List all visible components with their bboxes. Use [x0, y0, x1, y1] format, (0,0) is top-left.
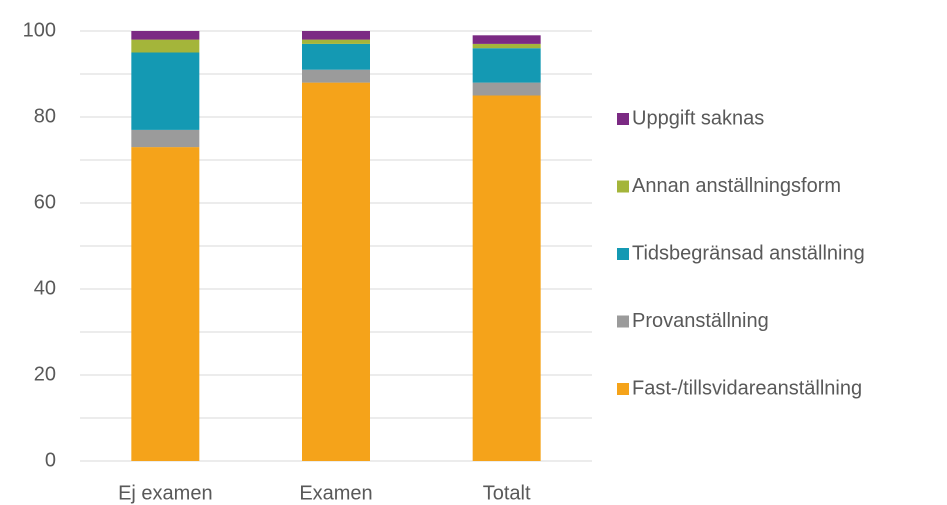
y-tick-label: 20 — [34, 363, 56, 385]
bar-segment — [302, 31, 370, 40]
legend-swatch — [617, 383, 629, 395]
bar-segment — [472, 43, 541, 49]
legend-label: Tidsbegränsad anställning — [632, 242, 865, 264]
y-tick-label: 0 — [45, 449, 56, 471]
legend-label: Annan anställningsform — [632, 175, 841, 197]
x-tick-label: Totalt — [483, 482, 531, 504]
y-tick-label: 80 — [34, 105, 56, 127]
bar-segment — [302, 43, 370, 70]
bar-segment — [131, 147, 200, 461]
legend-swatch — [617, 180, 629, 193]
x-tick-label: Examen — [299, 482, 372, 504]
bar-segment — [131, 31, 200, 40]
bar-segment — [302, 82, 370, 461]
y-tick-label: 60 — [34, 191, 56, 213]
bar-segment — [472, 35, 541, 44]
legend-swatch — [617, 113, 629, 125]
y-tick-label: 40 — [34, 277, 56, 299]
bar-segment — [302, 39, 370, 44]
x-tick-label: Ej examen — [118, 482, 213, 504]
legend-label: Provanställning — [632, 310, 769, 332]
bar-segment — [472, 48, 541, 83]
legend-label: Uppgift saknas — [632, 107, 764, 129]
legend-swatch — [617, 248, 629, 260]
bar-segment — [131, 39, 200, 53]
bar-segment — [131, 129, 200, 148]
bar-segment — [131, 52, 200, 130]
bar-segment — [472, 82, 541, 96]
bar-segment — [302, 69, 370, 83]
bar-segment — [472, 95, 541, 461]
y-tick-label: 100 — [23, 19, 56, 41]
legend-label: Fast-/tillsvidareanställning — [632, 377, 862, 399]
legend-swatch — [617, 315, 629, 328]
